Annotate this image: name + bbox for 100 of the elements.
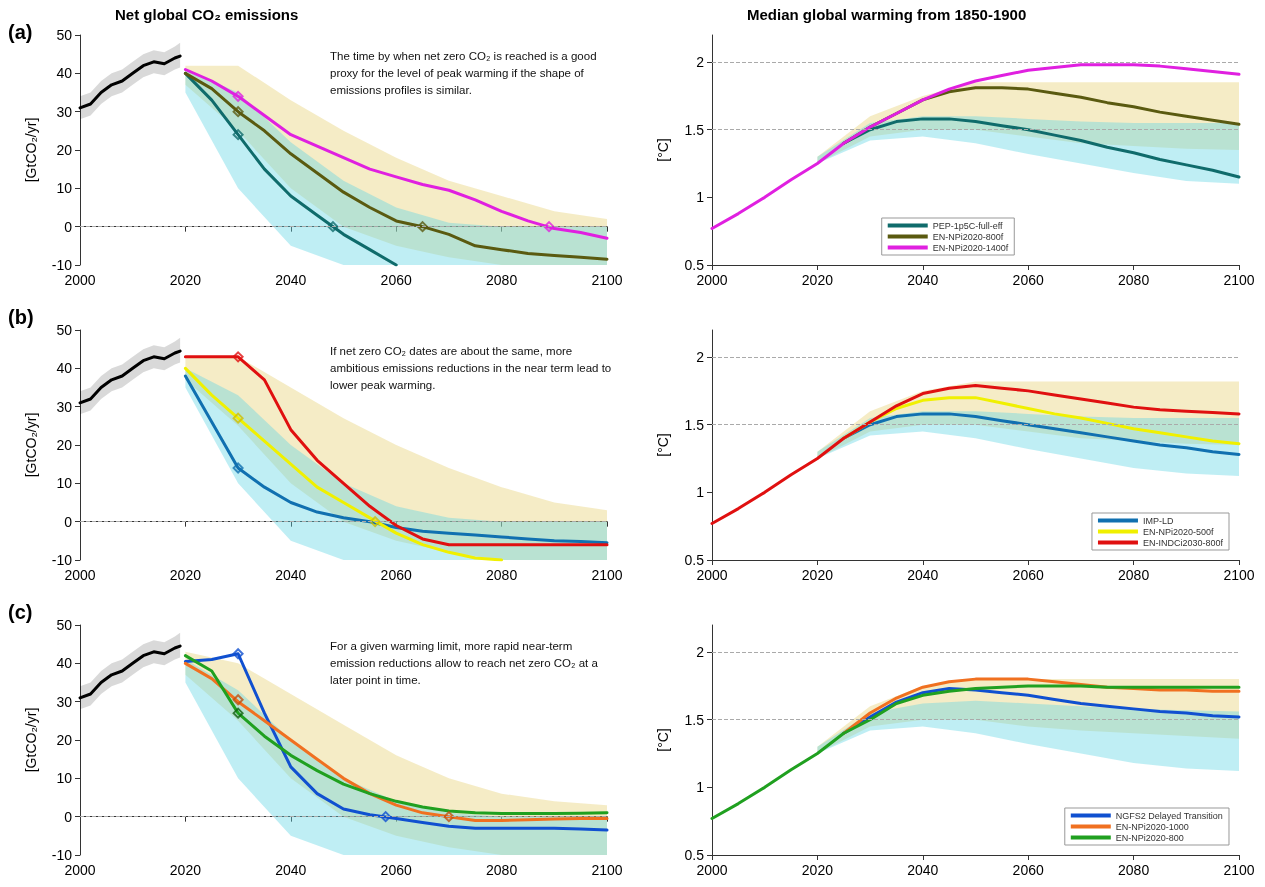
x-tick-label: 2080: [486, 272, 518, 288]
x-tick-label: 2100: [1223, 272, 1255, 288]
line-series: [183, 366, 504, 562]
y-tick-label: 1.5: [684, 711, 705, 728]
point: [232, 694, 244, 706]
y-tick-label: 50: [56, 322, 73, 338]
x-tick-label: 2020: [169, 862, 202, 878]
x-tick-label: 2080: [1118, 567, 1150, 583]
legend-label: EN-NPi2020-800f: [932, 231, 1004, 242]
x-tick-label: 2020: [801, 862, 834, 878]
y-tick-label: 10: [56, 770, 73, 787]
annotation: If net zero CO₂ dates are about the same, more ambitious emissions reductions in the near term lead to lower peak warming.: [330, 344, 615, 391]
x-tick-label: 2100: [591, 862, 623, 878]
line-series: [710, 684, 1241, 820]
legend-label: IMP-LD: [1142, 515, 1174, 526]
x-tick-label: 2020: [801, 272, 834, 288]
y-tick-label: 40: [56, 360, 73, 377]
y-tick-label: 0: [64, 513, 73, 530]
x-tick-label: 2100: [1223, 567, 1255, 583]
y-tick-label: 40: [56, 65, 73, 82]
y-tick-label: 2: [696, 349, 705, 366]
y-axis-title: [GtCO₂/yr]: [23, 707, 39, 773]
y-tick-label: 1.5: [684, 121, 705, 138]
y-tick-label: 20: [56, 142, 73, 158]
x-tick-label: 2040: [907, 272, 939, 288]
y-tick-label: 0: [64, 808, 73, 825]
legend-label: EN-NPi2020-500f: [1142, 526, 1214, 537]
point: [380, 811, 392, 823]
x-tick-label: 2060: [380, 567, 412, 583]
y-tick-label: 0.5: [684, 257, 705, 273]
x-tick-label: 2060: [1012, 862, 1044, 878]
legend-label: PEP-1p5C-full-eff: [932, 220, 1004, 231]
y-tick-label: 1: [696, 189, 705, 206]
point: [232, 106, 244, 118]
point: [232, 129, 244, 141]
point: [543, 221, 555, 233]
line-series: [78, 644, 182, 700]
y-tick-label: 40: [56, 655, 73, 672]
y-axis-title: [°C]: [655, 433, 671, 457]
y-tick-label: 30: [56, 693, 73, 710]
point: [232, 412, 244, 424]
x-tick-label: 2080: [486, 567, 518, 583]
point: [232, 648, 244, 660]
x-tick-label: 2040: [907, 862, 939, 878]
x-tick-label: 2080: [1118, 862, 1150, 878]
y-tick-label: 1: [696, 484, 705, 501]
x-tick-label: 2060: [380, 862, 412, 878]
chart-title: Net global CO₂ emissions: [115, 6, 299, 23]
x-tick-label: 2060: [1012, 272, 1044, 288]
y-tick-label: -10: [51, 257, 73, 273]
y-tick-label: -10: [51, 552, 73, 568]
line-series: [710, 383, 1241, 525]
x-tick-label: 2100: [1223, 862, 1255, 878]
point: [232, 90, 244, 102]
x-tick-label: 2040: [275, 567, 307, 583]
text: (b): [8, 306, 34, 328]
x-tick-label: 2020: [169, 567, 202, 583]
y-axis-title: [°C]: [655, 138, 671, 162]
y-tick-label: 30: [56, 398, 73, 415]
annotation: The time by when net zero CO₂ is reached is a good proxy for the level of peak warming if the shape of emissions profiles is similar.: [330, 49, 600, 96]
point: [417, 221, 429, 233]
line-series: [78, 349, 182, 405]
legend-label: NGFS2 Delayed Transition: [1115, 810, 1223, 821]
point: [369, 516, 381, 528]
y-tick-label: 2: [696, 54, 705, 71]
legend-label: EN-NPi2020-800: [1115, 832, 1184, 843]
y-tick-label: 0.5: [684, 847, 705, 863]
y-axis-title: [°C]: [655, 728, 671, 752]
x-tick-label: 2080: [1118, 272, 1150, 288]
y-axis-title: [GtCO₂/yr]: [23, 412, 39, 478]
x-tick-label: 2040: [275, 862, 307, 878]
y-tick-label: 20: [56, 732, 73, 748]
x-tick-label: 2060: [380, 272, 412, 288]
x-tick-label: 2020: [169, 272, 202, 288]
line-series: [710, 63, 1241, 230]
y-tick-label: 0: [64, 218, 73, 235]
y-tick-label: 1.5: [684, 416, 705, 433]
point: [232, 351, 244, 363]
x-tick-label: 2000: [696, 272, 728, 288]
legend-label: EN-NPi2020-1400f: [932, 242, 1009, 253]
point: [232, 707, 244, 719]
text: (c): [8, 601, 33, 623]
y-tick-label: 1: [696, 779, 705, 796]
x-tick-label: 2000: [64, 272, 96, 288]
chart-title: Median global warming from 1850-1900: [747, 6, 1027, 23]
x-tick-label: 2020: [801, 567, 834, 583]
point: [232, 462, 244, 474]
line-series: [78, 54, 182, 110]
y-tick-label: 10: [56, 180, 73, 197]
point: [443, 811, 455, 823]
legend-label: EN-INDCi2030-800f: [1142, 537, 1224, 548]
y-tick-label: 50: [56, 617, 73, 633]
x-tick-label: 2040: [907, 567, 939, 583]
y-axis-title: [GtCO₂/yr]: [23, 117, 39, 183]
legend-label: EN-NPi2020-1000: [1115, 821, 1189, 832]
annotation: For a given warming limit, more rapid near-term emission reductions allow to reach net zero CO₂ at a later point in time.: [330, 639, 602, 686]
x-tick-label: 2000: [64, 862, 96, 878]
point: [327, 221, 339, 233]
x-tick-label: 2000: [696, 567, 728, 583]
text: (a): [8, 21, 33, 43]
